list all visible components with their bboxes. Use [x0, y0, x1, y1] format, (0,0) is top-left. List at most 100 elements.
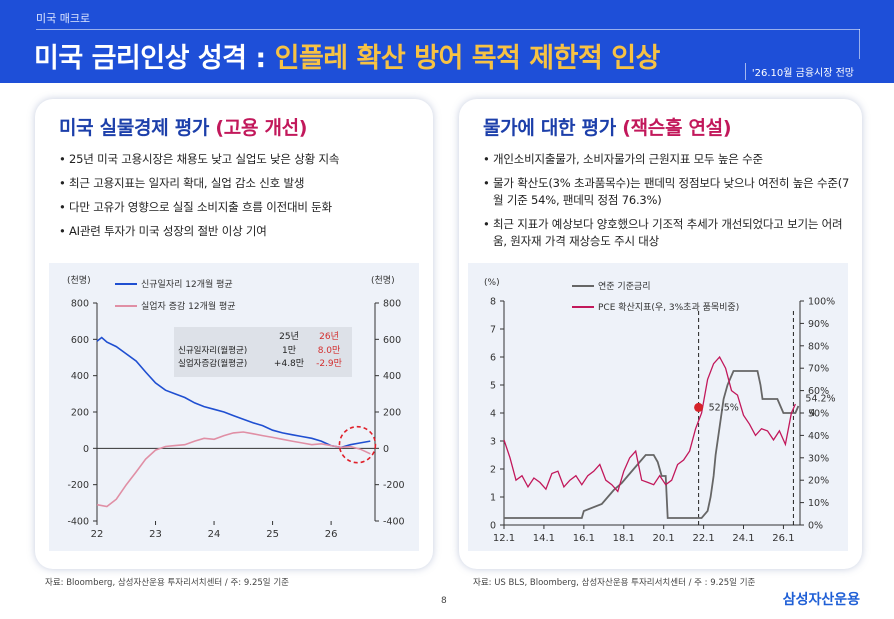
source-note-left: 자료: Bloomberg, 삼성자산운용 투자리서치센터 / 주: 9.25일…: [45, 578, 289, 588]
y-tick-label-right: 50%: [808, 409, 829, 420]
page-header: 미국 매크로 미국 금리인상 성격 : 인플레 확산 방어 목적 제한적 인상 …: [0, 0, 894, 83]
bullet-item: 최근 지표가 예상보다 양호했으나 기조적 추세가 개선되었다고 보기는 어려움…: [483, 216, 853, 250]
y-tick-label-left: 3: [490, 437, 496, 448]
y-tick-label-right: 200: [383, 408, 401, 419]
page-title-main: 미국 금리인상 성격 :: [34, 43, 275, 74]
inset-table-row-label: 신규일자리(월평균): [178, 345, 247, 356]
marker-label: 52.5%: [709, 402, 739, 413]
panel-inflation: 물가에 대한 평가 (잭슨홀 연설) 개인소비지출물가, 소비자물가의 근원지표…: [459, 99, 862, 569]
y-tick-label-left: 200: [71, 408, 89, 419]
section-label: 미국 매크로: [36, 12, 91, 25]
chart-employment-box: (천명) (천명) -400 -400 -200 -200 0 0 200 200 400 400 60…: [49, 263, 419, 551]
inset-table-row-label: 실업자증감(월평균): [178, 358, 247, 369]
y-tick-label-left: 5: [490, 381, 496, 392]
y-tick-label-left: 0: [83, 444, 89, 455]
legend-label-rate: 연준 기준금리: [598, 281, 651, 292]
y-tick-label-left: 0: [490, 521, 496, 532]
y-tick-label-left: 6: [490, 353, 496, 364]
inset-table-cell: 1만: [282, 345, 296, 356]
panel-title-left-main: 미국 실물경제 평가: [59, 117, 216, 139]
y-tick-label-left: 400: [71, 371, 89, 382]
x-tick-label: 25: [266, 529, 279, 540]
y-tick-label-right: 400: [383, 371, 401, 382]
bullet-item: 물가 확산도(3% 초과품목수)는 팬데믹 정점보다 낮으나 여전히 높은 수준…: [483, 175, 853, 209]
y-tick-label-left: 8: [490, 297, 496, 308]
inset-table-cell: +4.8만: [274, 358, 304, 369]
legend-label-payrolls: 신규일자리 12개월 평균: [141, 278, 233, 290]
y-tick-label-left: 2: [490, 465, 496, 476]
y-axis-unit-left: (천명): [67, 275, 91, 286]
legend-label-unemployed: 실업자 증감 12개월 평균: [141, 300, 236, 312]
inset-table-cell: 8.0만: [318, 345, 341, 356]
page-title: 미국 금리인상 성격 : 인플레 확산 방어 목적 제한적 인상: [34, 36, 660, 75]
y-tick-label-right: 600: [383, 335, 401, 346]
x-tick-label: 24: [208, 529, 221, 540]
pandemic-marker: [694, 402, 704, 412]
bullet-list-right: 개인소비지출물가, 소비자물가의 근원지표 모두 높은 수준 물가 확산도(3%…: [483, 151, 853, 257]
series-line-pce: [503, 355, 796, 493]
y-axis-unit-left: (%): [484, 278, 500, 288]
date-badge: '26.10월 금융시장 전망: [744, 63, 860, 80]
panel-title-left-highlight: (고용 개선): [215, 117, 308, 139]
header-divider: [36, 29, 860, 30]
y-tick-label-left: 600: [71, 335, 89, 346]
source-note-right: 자료: US BLS, Bloomberg, 삼성자산운용 투자리서치센터 / …: [473, 578, 756, 588]
panel-real-economy: 미국 실물경제 평가 (고용 개선) 25년 미국 고용시장은 채용도 낮고 실…: [35, 99, 433, 569]
x-tick-label: 26.1: [772, 533, 794, 544]
chart-inflation: (%)0123456780%10%20%30%40%50%60%70%80%90…: [484, 278, 836, 544]
panel-title-left: 미국 실물경제 평가 (고용 개선): [59, 113, 308, 140]
page-title-highlight: 인플레 확산 방어 목적 제한적 인상: [274, 43, 661, 74]
x-tick-label: 22.1: [692, 533, 714, 544]
x-tick-label: 18.1: [613, 533, 635, 544]
x-tick-label: 22: [91, 529, 104, 540]
page-number: 8: [441, 596, 447, 606]
series-line-rate: [504, 370, 800, 519]
y-tick-label-right: 40%: [808, 431, 829, 442]
panel-title-right-highlight: (잭슨홀 연설): [622, 117, 732, 139]
series-line-unemployed: [96, 431, 371, 508]
inset-table-bg: [174, 327, 352, 377]
x-tick-label: 16.1: [573, 533, 595, 544]
y-tick-label-left: -400: [67, 517, 89, 528]
inset-table-header: 26년: [319, 331, 339, 342]
y-tick-label-right: -400: [383, 517, 405, 528]
y-tick-label-right: 70%: [808, 364, 829, 375]
y-tick-label-right: 0: [383, 444, 389, 455]
inset-table-header: 25년: [279, 331, 299, 342]
y-tick-label-right: 0%: [808, 521, 823, 532]
x-tick-label: 14.1: [533, 533, 555, 544]
end-label-pce: 54.2%: [805, 394, 835, 405]
x-tick-label: 24.1: [732, 533, 754, 544]
bullet-list-left: 25년 미국 고용시장은 채용도 낮고 실업도 낮은 상황 지속 최근 고용지표…: [59, 151, 429, 247]
header-rule: [859, 29, 860, 59]
y-tick-label-right: 90%: [808, 319, 829, 330]
highlight-circle: [338, 425, 377, 464]
bullet-item: AI관련 투자가 미국 성장의 절반 이상 기여: [59, 223, 429, 240]
y-tick-label-left: 4: [490, 409, 496, 420]
y-tick-label-right: 30%: [808, 453, 829, 464]
y-tick-label-left: 7: [490, 325, 496, 336]
y-tick-label-right: 20%: [808, 476, 829, 487]
y-tick-label-left: -200: [67, 480, 89, 491]
y-tick-label-right: 800: [383, 299, 401, 310]
y-tick-label-right: 60%: [808, 386, 829, 397]
bullet-item: 25년 미국 고용시장은 채용도 낮고 실업도 낮은 상황 지속: [59, 151, 429, 168]
x-tick-label: 20.1: [653, 533, 675, 544]
x-tick-label: 23: [149, 529, 162, 540]
x-tick-label: 26: [325, 529, 338, 540]
y-tick-label-right: 100%: [808, 297, 835, 308]
y-tick-label-left: 1: [490, 493, 496, 504]
end-label-rate: 4: [809, 408, 815, 419]
legend-label-pce: PCE 확산지표(우, 3%초과 품목비중): [598, 301, 739, 313]
chart-employment: (천명) (천명) -400 -400 -200 -200 0 0 200 200 400 400 60…: [67, 275, 405, 540]
y-tick-label-right: 10%: [808, 498, 829, 509]
bullet-item: 개인소비지출물가, 소비자물가의 근원지표 모두 높은 수준: [483, 151, 853, 168]
panel-title-right-main: 물가에 대한 평가: [483, 117, 623, 139]
y-tick-label-right: 80%: [808, 341, 829, 352]
chart-inflation-box: (%) 0 1 2 3 4 5 6 7 8 0% 10% 20% 30% 40% 50% 60% 70% 80% 90…: [468, 263, 848, 551]
panel-title-right: 물가에 대한 평가 (잭슨홀 연설): [483, 113, 732, 140]
y-tick-label-left: 800: [71, 299, 89, 310]
bullet-item: 최근 고용지표는 일자리 확대, 실업 감소 신호 발생: [59, 175, 429, 192]
inset-table-cell: -2.9만: [316, 358, 342, 369]
y-axis-unit-right: (천명): [371, 275, 395, 286]
